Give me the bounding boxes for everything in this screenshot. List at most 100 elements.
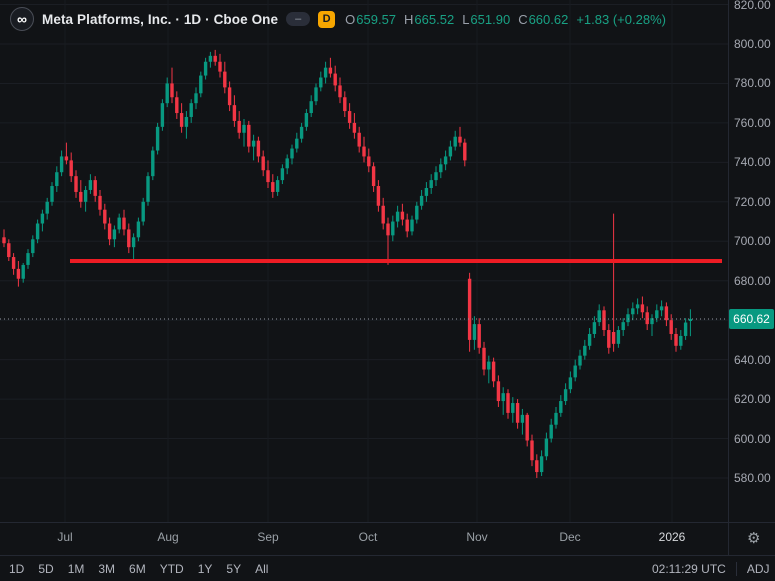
meta-logo-icon[interactable]: ∞ [10,7,34,31]
time-axis-label-sep[interactable]: Sep [257,530,279,544]
candle-body [194,93,198,104]
clock[interactable]: 02:11:29 UTC [652,561,726,576]
candle-body [189,103,193,117]
ohlc-open: O 659.57 [345,12,396,27]
candle-body [679,335,683,346]
candle-body [650,318,654,325]
candle-body [391,221,395,236]
candle-body [122,217,126,230]
candle-body [242,124,246,133]
candle-body [463,142,467,161]
range-button-1y[interactable]: 1Y [191,562,220,576]
high-label: H [404,11,414,27]
candle-body [155,126,160,151]
candle-body [669,320,673,334]
candle-body [31,239,35,254]
range-button-5y[interactable]: 5Y [219,562,248,576]
candle-body [2,237,6,244]
candle-body [74,176,78,192]
range-button-6m[interactable]: 6M [122,562,153,576]
time-axis-label-dec[interactable]: Dec [559,530,581,544]
candle-body [319,77,323,88]
candle-body [16,268,21,279]
candle-body [103,209,107,224]
range-button-1m[interactable]: 1M [61,562,92,576]
range-button-ytd[interactable]: YTD [153,562,191,576]
high-value: 665.52 [414,11,455,27]
candle-body [645,312,649,325]
candle-body [290,148,294,159]
ohlc-close: C 660.62 [518,12,568,27]
adjust-toggle[interactable]: ADJ [746,561,770,576]
symbol-title[interactable]: Meta Platforms, Inc. · 1D · Cboe One [42,11,279,27]
candle-body [223,71,227,88]
candle-body [141,201,145,222]
candle-body [184,116,189,127]
low-value: 651.90 [470,11,511,27]
candle-body [611,332,616,344]
candle-body [179,113,184,127]
candle-body [381,205,385,224]
candle-body [477,324,481,348]
candle-body [50,186,54,202]
open-label: O [345,11,356,27]
candle-body [549,424,553,439]
candle-body [659,306,664,311]
candle-body [79,191,83,202]
candle-body [429,180,433,188]
range-button-5d[interactable]: 5D [31,562,60,576]
toolbar-separator [0,555,775,556]
candle-body [362,146,366,157]
candle-body [199,75,203,94]
candle-body [683,322,688,336]
candle-body [271,182,275,192]
candle-body [616,330,621,344]
range-button-3m[interactable]: 3M [91,562,122,576]
candle-body [583,345,587,356]
delayed-data-badge[interactable]: D [318,10,336,28]
range-button-all[interactable]: All [248,562,275,576]
range-button-1d[interactable]: 1D [2,562,31,576]
candle-body [146,176,150,202]
price-axis-separator [728,0,729,555]
candle-body [69,160,73,177]
time-axis-label-nov[interactable]: Nov [466,530,488,544]
time-axis[interactable]: ⚙ Jul Aug Sep Oct Nov Dec 2026 [0,523,775,555]
candle-body [453,136,457,147]
candle-body [7,243,11,258]
price-axis[interactable]: 660.62 820.00 800.00 780.00 760.00 740.00 720… [728,0,775,522]
candle-body [573,365,577,378]
candle-body [506,393,510,413]
candle-body [467,278,472,340]
candle-body [439,164,443,173]
gear-icon[interactable]: ⚙ [747,530,761,547]
candle-body [11,257,16,269]
price-axis-label: 740.00 [734,155,771,170]
candle-body [261,156,265,171]
legend-toggle-icon[interactable]: – [286,12,311,26]
candle-body [472,324,477,340]
candle-body [496,381,501,402]
candle-body [535,460,539,473]
time-axis-label-oct[interactable]: Oct [358,530,378,544]
time-axis-label-jul[interactable]: Jul [57,530,73,544]
candle-body [563,389,568,402]
candle-body [251,140,256,147]
ohlc-low: L 651.90 [462,12,510,27]
candle-body [597,310,601,323]
candle-body [664,306,669,321]
range-buttons: 1D 5D 1M 3M 6M YTD 1Y 5Y All [2,556,275,581]
candle-body [587,333,592,346]
candle-body [59,156,64,173]
candle-body [635,304,640,309]
candle-body [285,158,289,169]
time-axis-label-aug[interactable]: Aug [157,530,179,544]
close-value: 660.62 [528,11,569,27]
candle-body [386,223,390,236]
candle-body [544,438,549,457]
time-axis-label-2026[interactable]: 2026 [658,530,686,544]
candle-body [64,156,69,161]
candle-body [434,172,438,181]
candle-body [175,97,179,114]
